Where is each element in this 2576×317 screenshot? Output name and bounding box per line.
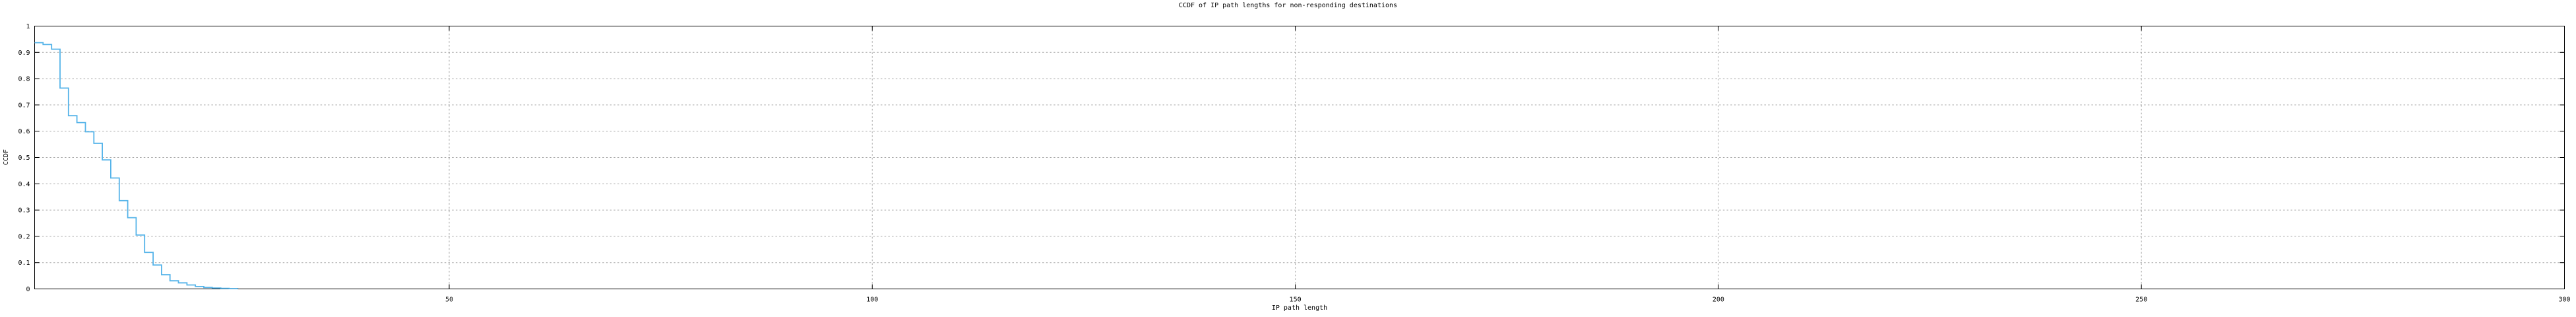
y-tick-label: 0 xyxy=(26,286,30,293)
y-tick-label: 1 xyxy=(26,23,30,30)
x-tick-label: 300 xyxy=(2558,297,2570,304)
x-tick-label: 250 xyxy=(2135,297,2147,304)
x-tick-label: 150 xyxy=(1290,297,1302,304)
x-tick-label: 200 xyxy=(1712,297,1724,304)
y-tick-label: 0.9 xyxy=(18,50,30,57)
y-tick-label: 0.7 xyxy=(18,102,30,109)
y-tick-label: 0.5 xyxy=(18,155,30,162)
y-tick-label: 0.1 xyxy=(18,260,30,267)
x-tick-label: 50 xyxy=(445,297,453,304)
ccdf-curve xyxy=(34,42,239,289)
y-tick-label: 0.8 xyxy=(18,76,30,83)
x-axis-label: IP path length xyxy=(1271,304,1328,312)
y-tick-label: 0.4 xyxy=(18,181,30,188)
chart-title: CCDF of IP path lengths for non-respondi… xyxy=(1178,2,1398,9)
x-tick-label: 100 xyxy=(866,297,878,304)
y-tick-label: 0.6 xyxy=(18,128,30,135)
y-tick-label: 0.3 xyxy=(18,207,30,215)
y-tick-label: 0.2 xyxy=(18,233,30,240)
